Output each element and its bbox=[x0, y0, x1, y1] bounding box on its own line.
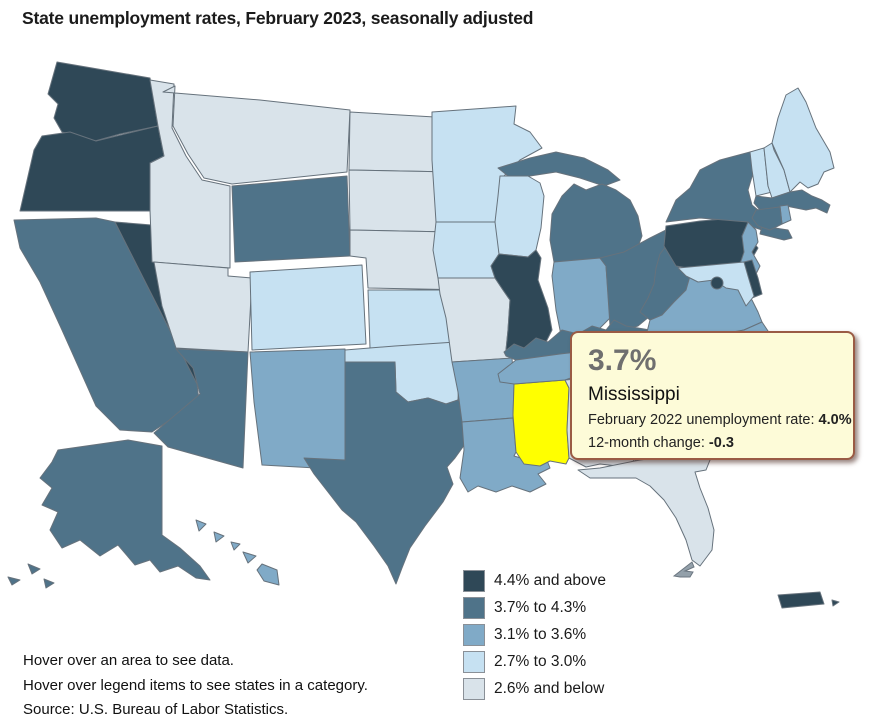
legend-swatch bbox=[463, 650, 485, 673]
legend-item[interactable]: 2.6% and below bbox=[463, 677, 606, 700]
legend-label: 3.1% to 3.6% bbox=[494, 625, 587, 643]
state-AK[interactable] bbox=[39, 439, 211, 581]
legend-item[interactable]: 3.1% to 3.6% bbox=[463, 623, 606, 646]
mouse-cursor-icon bbox=[672, 561, 695, 578]
legend-swatch bbox=[463, 623, 485, 646]
state-MS[interactable] bbox=[512, 379, 570, 467]
state-AK[interactable] bbox=[43, 578, 55, 589]
state-MT[interactable] bbox=[162, 85, 351, 185]
legend-label: 2.6% and below bbox=[494, 679, 605, 697]
state-HI[interactable] bbox=[195, 519, 207, 532]
tooltip-change-line: 12-month change: -0.3 bbox=[588, 434, 837, 452]
legend-swatch bbox=[463, 677, 485, 700]
page-title: State unemployment rates, February 2023,… bbox=[22, 8, 534, 28]
state-TX[interactable] bbox=[303, 361, 466, 585]
state-HI[interactable] bbox=[256, 563, 280, 586]
legend-item[interactable]: 3.7% to 4.3% bbox=[463, 596, 606, 619]
state-CO[interactable] bbox=[249, 264, 367, 351]
state-ME[interactable] bbox=[771, 87, 835, 193]
state-AK[interactable] bbox=[7, 576, 21, 586]
map-legend: 4.4% and above 3.7% to 4.3% 3.1% to 3.6% 2.… bbox=[463, 569, 607, 705]
state-MI[interactable] bbox=[497, 151, 621, 187]
state-PR[interactable] bbox=[831, 599, 840, 607]
state-AZ[interactable] bbox=[153, 348, 249, 469]
state-MD[interactable] bbox=[677, 261, 755, 307]
state-ID[interactable] bbox=[149, 79, 231, 269]
state-tooltip: 3.7% Mississippi February 2022 unemploym… bbox=[570, 331, 855, 460]
legend-swatch bbox=[463, 569, 485, 592]
state-HI[interactable] bbox=[242, 551, 257, 564]
tooltip-change-label: 12-month change: bbox=[588, 435, 705, 451]
state-WI[interactable] bbox=[494, 175, 545, 258]
state-HI[interactable] bbox=[230, 541, 241, 551]
tooltip-prev-rate-line: February 2022 unemployment rate: 4.0% bbox=[588, 411, 852, 429]
state-LA[interactable] bbox=[459, 417, 551, 493]
tooltip-prev-rate-label: February 2022 unemployment rate: bbox=[588, 412, 815, 428]
hint-hover-legend: Hover over legend items to see states in… bbox=[23, 677, 368, 694]
legend-label: 3.7% to 4.3% bbox=[494, 598, 587, 616]
legend-item[interactable]: 4.4% and above bbox=[463, 569, 607, 592]
tooltip-rate: 3.7% bbox=[588, 344, 657, 377]
state-DC[interactable] bbox=[710, 276, 724, 290]
state-UT[interactable] bbox=[153, 261, 253, 353]
state-PR[interactable] bbox=[777, 591, 825, 609]
legend-item[interactable]: 2.7% to 3.0% bbox=[463, 650, 606, 673]
state-WY[interactable] bbox=[231, 175, 351, 263]
legend-label: 2.7% to 3.0% bbox=[494, 652, 587, 670]
legend-swatch bbox=[463, 596, 485, 619]
tooltip-change-value: -0.3 bbox=[708, 435, 734, 451]
state-AR[interactable] bbox=[451, 357, 515, 423]
tooltip-prev-rate-value: 4.0% bbox=[818, 412, 852, 428]
state-CA[interactable] bbox=[13, 217, 200, 433]
state-AK[interactable] bbox=[27, 563, 41, 575]
state-NM[interactable] bbox=[249, 348, 346, 469]
state-FL[interactable] bbox=[577, 451, 715, 567]
state-CT[interactable] bbox=[751, 206, 783, 231]
tooltip-state-name: Mississippi bbox=[588, 384, 680, 405]
legend-label: 4.4% and above bbox=[494, 571, 607, 589]
state-WA[interactable] bbox=[47, 61, 159, 142]
source-line: Source: U.S. Bureau of Labor Statistics. bbox=[23, 701, 289, 718]
state-HI[interactable] bbox=[213, 531, 225, 543]
state-MI[interactable] bbox=[549, 183, 643, 263]
hint-hover-area: Hover over an area to see data. bbox=[23, 652, 234, 669]
state-IA[interactable] bbox=[432, 221, 500, 279]
